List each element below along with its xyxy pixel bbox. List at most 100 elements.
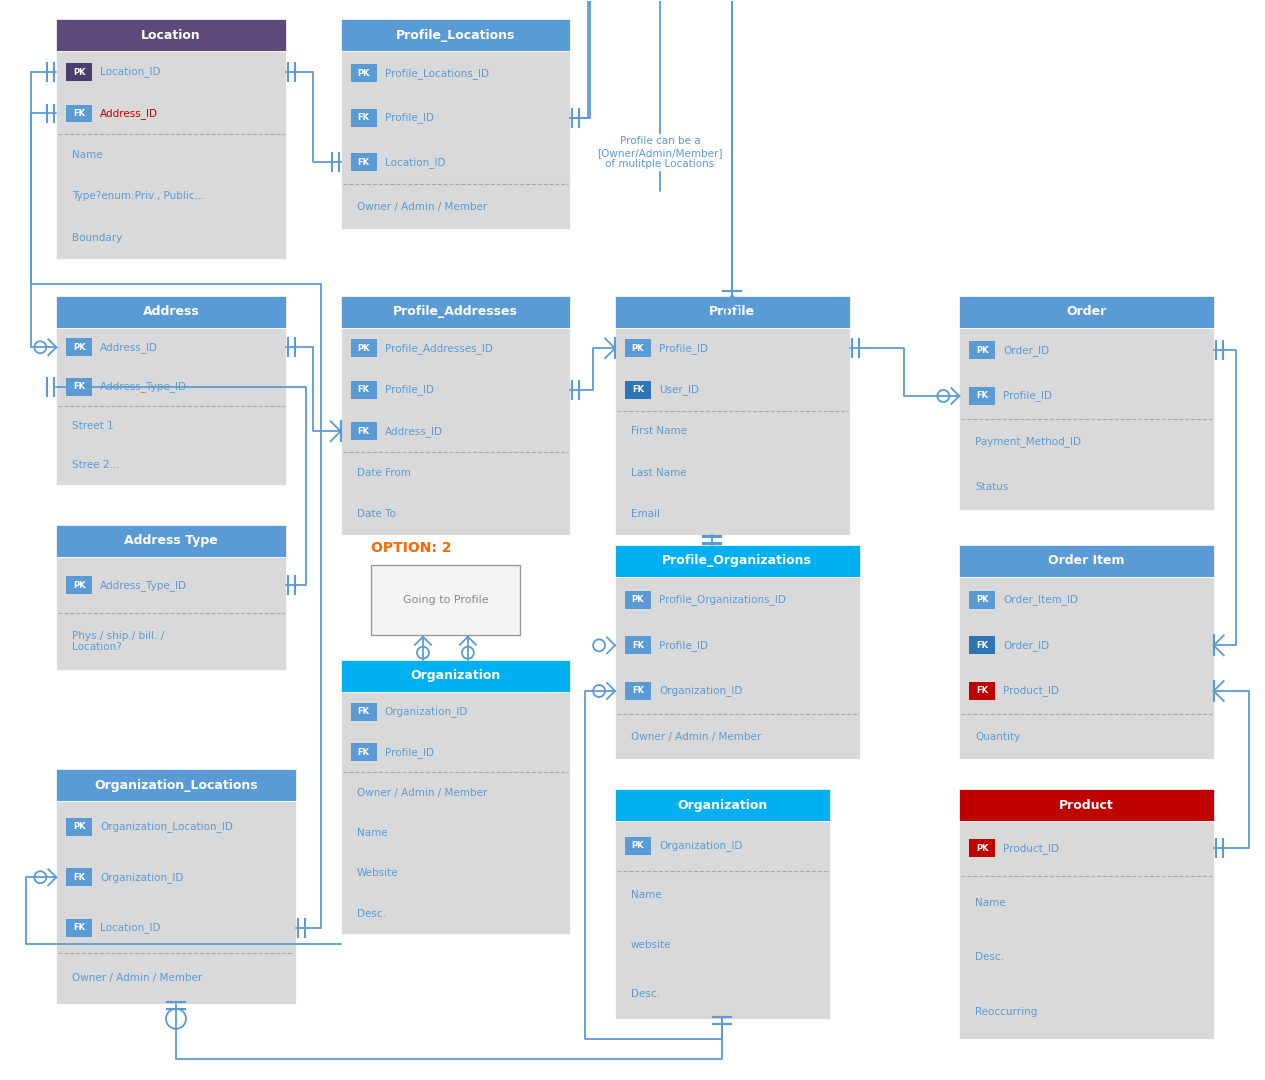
Bar (340, 691, 571, 934)
Text: Desc.: Desc. (357, 908, 386, 919)
Text: Order: Order (1066, 305, 1107, 319)
Text: Going to Profile: Going to Profile (402, 595, 488, 605)
Text: FK: FK (73, 109, 85, 118)
Text: Type?enum:Priv., Public...: Type?enum:Priv., Public... (72, 191, 205, 202)
Text: Quantity: Quantity (975, 731, 1021, 742)
Bar (56, 51, 286, 259)
Bar (56, 327, 286, 485)
Text: Order_ID: Order_ID (1003, 640, 1049, 651)
Text: Profile_ID: Profile_ID (659, 640, 708, 651)
Text: Location_ID: Location_ID (100, 67, 161, 78)
Text: Name: Name (631, 890, 662, 901)
Bar (350, 153, 377, 172)
Text: PK: PK (73, 68, 86, 77)
Text: Address_ID: Address_ID (100, 108, 158, 119)
Text: Name: Name (357, 828, 387, 838)
Text: Profile_Addresses_ID: Profile_Addresses_ID (385, 342, 492, 354)
Text: Street 1: Street 1 (72, 421, 114, 431)
Text: Location_ID: Location_ID (100, 922, 161, 933)
Text: FK: FK (358, 707, 369, 716)
Text: Owner / Admin / Member: Owner / Admin / Member (357, 787, 487, 798)
Text: Profile_ID: Profile_ID (385, 746, 434, 758)
Text: Phys./ ship./ bill. /
Location?: Phys./ ship./ bill. / Location? (72, 631, 164, 652)
Text: Organization_ID: Organization_ID (659, 686, 743, 697)
Text: FK: FK (632, 687, 644, 696)
Text: Order_Item_ID: Order_Item_ID (1003, 594, 1078, 605)
Bar (350, 65, 377, 82)
Text: FK: FK (358, 747, 369, 757)
Bar (66, 105, 92, 122)
Text: Profile_Addresses: Profile_Addresses (393, 305, 517, 319)
Bar (350, 381, 377, 399)
Bar (625, 681, 651, 700)
Text: website: website (631, 940, 672, 949)
Text: Name: Name (975, 897, 1006, 908)
Bar (56, 769, 296, 801)
Text: Profile: Profile (710, 305, 755, 319)
Text: Profile_Organizations_ID: Profile_Organizations_ID (659, 594, 786, 605)
Bar (66, 818, 92, 836)
Text: Reoccurring: Reoccurring (975, 1007, 1037, 1016)
Text: PK: PK (357, 69, 369, 78)
Text: Organization_Locations: Organization_Locations (94, 779, 258, 792)
Bar (66, 576, 92, 594)
Text: Organization_ID: Organization_ID (385, 706, 468, 717)
Bar (625, 339, 651, 357)
Text: FK: FK (977, 640, 988, 650)
Text: Owner / Admin / Member: Owner / Admin / Member (631, 731, 762, 742)
Bar (350, 703, 377, 720)
Text: First Name: First Name (631, 427, 687, 436)
Text: Desc.: Desc. (631, 989, 660, 999)
Text: PK: PK (977, 346, 988, 355)
Text: PK: PK (977, 595, 988, 604)
Text: Address_Type_ID: Address_Type_ID (100, 381, 187, 392)
Text: Location: Location (142, 29, 201, 42)
Text: PK: PK (357, 343, 369, 353)
Bar (56, 801, 296, 1003)
Text: PK: PK (631, 595, 644, 604)
Text: Payment_Method_ID: Payment_Method_ID (975, 436, 1082, 447)
Text: FK: FK (73, 923, 85, 932)
Text: Last Name: Last Name (631, 468, 687, 477)
Text: Profile_ID: Profile_ID (385, 384, 434, 395)
Text: FK: FK (358, 158, 369, 166)
Text: Address: Address (143, 305, 200, 319)
Bar (340, 296, 571, 327)
Text: Organization_Location_ID: Organization_Location_ID (100, 821, 233, 832)
Text: Profile_Locations: Profile_Locations (396, 29, 515, 42)
Bar (371, 565, 520, 635)
Text: PK: PK (977, 843, 988, 853)
Bar (615, 327, 850, 535)
Text: Organization: Organization (677, 799, 768, 812)
Text: Address Type: Address Type (124, 535, 218, 548)
Bar (350, 743, 377, 761)
Text: Date From: Date From (357, 468, 410, 477)
Bar (959, 327, 1213, 510)
Bar (625, 837, 651, 855)
Bar (56, 557, 286, 670)
Bar (615, 789, 830, 821)
Text: FK: FK (73, 873, 85, 881)
Text: Owner / Admin / Member: Owner / Admin / Member (357, 202, 487, 212)
Text: PK: PK (73, 342, 86, 352)
Text: PK: PK (631, 343, 644, 353)
Bar (615, 296, 850, 327)
Bar (969, 636, 996, 654)
Text: Organization: Organization (410, 670, 501, 683)
Text: FK: FK (632, 386, 644, 394)
Text: PK: PK (631, 841, 644, 850)
Text: FK: FK (73, 382, 85, 391)
Text: Address_Type_ID: Address_Type_ID (100, 580, 187, 591)
Text: Email: Email (631, 510, 660, 519)
Bar (340, 327, 571, 535)
Text: FK: FK (977, 391, 988, 401)
Bar (969, 387, 996, 405)
Text: Address_ID: Address_ID (100, 341, 158, 353)
Text: Profile_ID: Profile_ID (385, 112, 434, 123)
Bar (66, 919, 92, 936)
Bar (66, 868, 92, 887)
Bar (56, 525, 286, 557)
Bar (66, 63, 92, 81)
Text: Name: Name (72, 150, 102, 160)
Bar (66, 378, 92, 395)
